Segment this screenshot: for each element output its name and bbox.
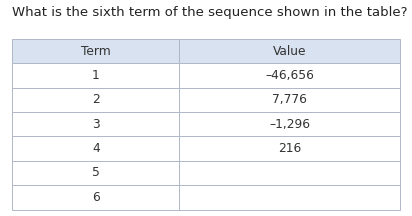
Text: 3: 3 (92, 118, 100, 131)
Text: Value: Value (273, 44, 306, 58)
Text: 4: 4 (92, 142, 100, 155)
Text: –1,296: –1,296 (269, 118, 310, 131)
Bar (12, 185, 179, 210)
Text: What is the sixth term of the sequence shown in the table?: What is the sixth term of the sequence s… (12, 6, 408, 19)
Bar (12, 161, 179, 185)
Bar (179, 88, 400, 112)
Text: 1: 1 (92, 69, 100, 82)
Bar (12, 112, 179, 136)
Text: 2: 2 (92, 93, 100, 106)
Text: Term: Term (81, 44, 111, 58)
Text: 5: 5 (92, 167, 100, 179)
Bar (179, 63, 400, 88)
Bar (12, 136, 179, 161)
Bar (179, 112, 400, 136)
Bar (12, 88, 179, 112)
Bar (179, 161, 400, 185)
Text: –46,656: –46,656 (265, 69, 314, 82)
Bar (12, 63, 179, 88)
Text: 7,776: 7,776 (272, 93, 307, 106)
Bar (179, 39, 400, 63)
Bar (179, 136, 400, 161)
Text: 6: 6 (92, 191, 100, 204)
Text: 216: 216 (278, 142, 301, 155)
Bar (12, 39, 179, 63)
Bar (179, 185, 400, 210)
